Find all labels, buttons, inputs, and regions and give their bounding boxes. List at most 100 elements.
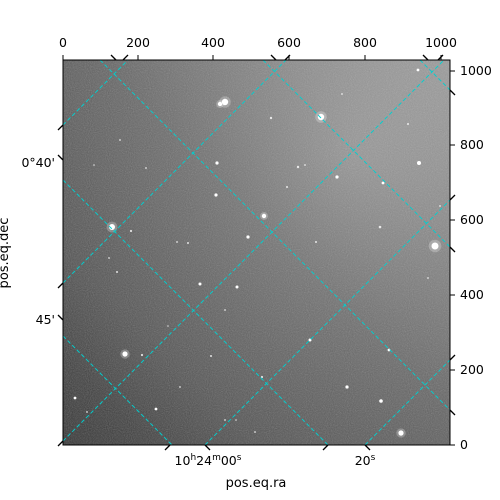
sky-noise xyxy=(63,60,450,445)
star xyxy=(315,241,317,243)
tick-mark xyxy=(364,444,371,451)
star xyxy=(381,181,385,185)
star xyxy=(417,161,421,165)
grid-line xyxy=(204,199,450,445)
y-axis-title: pos.eq.dec xyxy=(0,218,12,289)
ra-hours: 10 xyxy=(175,453,191,468)
star xyxy=(217,101,223,107)
ra-hour-unit: h xyxy=(190,453,196,463)
ra-axis: 10h24m00s 20s xyxy=(175,453,376,468)
star xyxy=(145,167,147,169)
star xyxy=(214,193,218,197)
star xyxy=(296,165,300,169)
right-tick-label: 600 xyxy=(460,212,484,227)
dec-tick-label: 0°40' xyxy=(21,155,55,170)
tick-mark xyxy=(57,282,64,289)
ra-tick-label: 10h24m00s xyxy=(175,453,242,468)
star xyxy=(221,98,229,106)
star xyxy=(108,257,110,259)
star xyxy=(317,113,325,121)
star xyxy=(215,161,219,165)
right-tick-label: 200 xyxy=(460,362,484,377)
tick-mark xyxy=(57,154,64,161)
star xyxy=(224,309,226,311)
grid-line xyxy=(63,60,445,442)
star xyxy=(254,431,256,433)
star xyxy=(261,213,267,219)
top-tick-label: 1000 xyxy=(425,35,457,50)
tick-mark xyxy=(449,409,456,416)
star xyxy=(176,241,178,243)
grid-line xyxy=(419,60,450,91)
right-tick-label: 0 xyxy=(460,437,468,452)
star xyxy=(86,411,88,413)
star xyxy=(109,224,115,230)
star xyxy=(260,375,264,379)
grid-line xyxy=(262,60,450,248)
top-pixel-axis: 0 200 400 600 800 1000 xyxy=(59,35,457,50)
tick-mark xyxy=(322,444,329,451)
axis-ticks xyxy=(57,54,456,451)
star xyxy=(387,348,391,352)
tick-mark xyxy=(449,246,456,253)
star xyxy=(116,271,118,273)
ra-minutes: 24 xyxy=(196,453,212,468)
star xyxy=(167,325,169,327)
star xyxy=(235,285,239,289)
star xyxy=(416,68,420,72)
tick-mark xyxy=(422,54,429,61)
star xyxy=(431,242,439,250)
star-field xyxy=(73,68,442,438)
star xyxy=(93,164,95,166)
right-tick-label: 400 xyxy=(460,287,484,302)
star xyxy=(427,277,429,279)
tick-mark xyxy=(164,444,171,451)
tick-mark xyxy=(449,354,456,361)
tick-mark xyxy=(57,124,64,131)
right-pixel-axis: 0 200 400 600 800 1000 xyxy=(460,63,492,452)
star xyxy=(304,164,306,166)
star xyxy=(198,282,202,286)
tick-mark xyxy=(57,314,64,321)
tick-mark xyxy=(449,89,456,96)
tick-mark xyxy=(437,54,444,61)
star xyxy=(379,399,383,403)
star xyxy=(335,175,339,179)
top-tick-label: 0 xyxy=(59,35,67,50)
top-tick-label: 800 xyxy=(353,35,377,50)
ra-seconds: 00 xyxy=(221,453,237,468)
star xyxy=(179,386,181,388)
ra-minute-unit: m xyxy=(212,453,221,463)
right-tick-label: 800 xyxy=(460,137,484,152)
ra-tick-label: 20s xyxy=(355,453,376,468)
grid-line xyxy=(99,60,450,411)
grid-line xyxy=(63,60,287,284)
tick-mark xyxy=(57,440,64,447)
ra-second-unit: s xyxy=(237,453,242,463)
tick-mark xyxy=(204,444,211,451)
right-tick-label: 1000 xyxy=(460,63,492,78)
star xyxy=(345,385,349,389)
top-tick-label: 600 xyxy=(277,35,301,50)
tick-mark xyxy=(284,54,291,61)
star xyxy=(235,419,237,421)
star xyxy=(341,93,343,95)
dec-axis: 0°40' 45' xyxy=(21,155,55,327)
tick-mark xyxy=(449,194,456,201)
image-panel xyxy=(63,60,450,445)
star xyxy=(224,419,226,421)
ra-second-unit: s xyxy=(371,453,376,463)
star xyxy=(119,139,121,141)
star xyxy=(439,205,441,207)
star xyxy=(378,225,382,229)
star xyxy=(398,430,404,436)
top-tick-label: 200 xyxy=(126,35,150,50)
x-axis-title: pos.eq.ra xyxy=(226,476,287,491)
star xyxy=(129,229,133,233)
ra-seconds: 20 xyxy=(355,453,371,468)
star xyxy=(154,407,158,411)
star xyxy=(122,351,128,357)
grid-line xyxy=(63,60,129,126)
